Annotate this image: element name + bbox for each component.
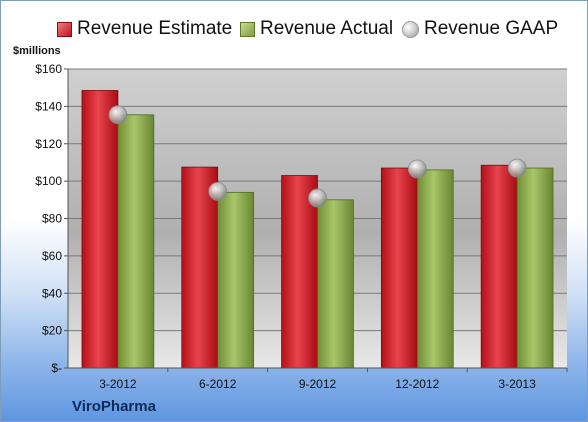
bar-revenue-estimate	[281, 175, 318, 369]
y-axis-label: $millions	[13, 45, 61, 57]
legend-item-revenue-estimate: Revenue Estimate	[57, 15, 232, 43]
bar-revenue-estimate	[480, 164, 518, 369]
y-tick-label: $80	[42, 212, 62, 226]
x-tick-label: 12-2012	[395, 377, 439, 391]
x-tick-label: 3-2013	[498, 377, 536, 391]
x-tick-label: 9-2012	[299, 377, 337, 391]
y-tick-label: $120	[35, 137, 62, 151]
x-tick-label: 3-2012	[99, 377, 137, 391]
bar-revenue-actual	[217, 191, 255, 369]
legend-item-revenue-gaap: Revenue GAAP	[402, 15, 558, 43]
y-tick-label: $100	[35, 174, 62, 188]
bar-revenue-actual	[416, 169, 454, 369]
bar-revenue-actual	[317, 199, 354, 369]
y-tick-label: $40	[42, 286, 62, 300]
marker-revenue-gaap	[507, 158, 527, 178]
legend-swatch-gaap	[402, 20, 419, 38]
marker-revenue-gaap	[308, 188, 327, 208]
marker-revenue-gaap	[407, 159, 427, 179]
legend-label-estimate: Revenue Estimate	[77, 18, 233, 39]
bar-revenue-actual	[117, 114, 155, 369]
legend-label-actual: Revenue Actual	[260, 18, 394, 39]
bar-revenue-estimate	[380, 167, 418, 369]
bar-revenue-estimate	[81, 90, 119, 369]
y-tick-label: $140	[35, 99, 62, 113]
marker-revenue-gaap	[108, 105, 128, 125]
marker-revenue-gaap	[208, 182, 228, 201]
legend-label-gaap: Revenue GAAP	[424, 18, 559, 39]
gaap-markers	[108, 105, 527, 208]
y-tick-label: $60	[42, 249, 62, 263]
axes	[64, 68, 568, 372]
bars	[81, 90, 554, 369]
company-name: ViroPharma	[72, 398, 156, 415]
legend-swatch-estimate	[57, 21, 72, 37]
legend: Revenue Estimate Revenue Actual Revenue …	[1, 15, 587, 43]
tick-labels: $- $20 $40 $60 $80 $100 $120 $140 $160 3-2012 6-20…	[35, 62, 536, 391]
legend-item-revenue-actual: Revenue Actual	[240, 15, 393, 43]
legend-swatch-actual	[240, 21, 255, 37]
x-tick-label: 6-2012	[199, 377, 237, 391]
y-tick-label: $160	[35, 62, 62, 76]
y-tick-label: $-	[51, 361, 62, 375]
bar-revenue-actual	[516, 167, 554, 369]
y-tick-label: $20	[42, 324, 62, 338]
